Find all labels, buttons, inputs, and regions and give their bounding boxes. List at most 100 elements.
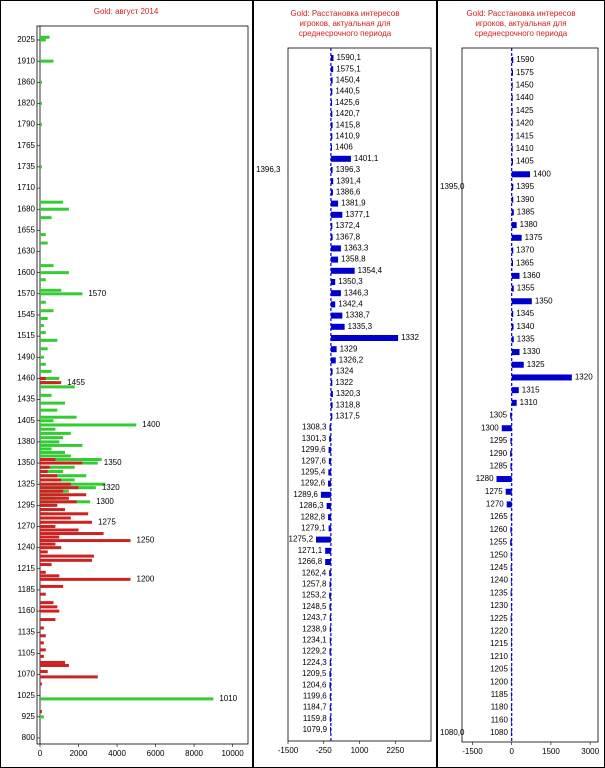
bar <box>330 267 355 274</box>
level-label: 1363,3 <box>344 244 369 253</box>
level-label: 1350,3 <box>338 277 363 286</box>
bar <box>40 288 62 292</box>
bar <box>40 570 46 574</box>
bar <box>510 552 512 559</box>
bar <box>511 272 520 279</box>
level-label: 1425,6 <box>335 98 360 107</box>
level-label: 1275 <box>485 487 503 496</box>
bar <box>40 278 46 282</box>
bar <box>330 346 337 353</box>
bar <box>40 316 48 320</box>
level-label: 1420,7 <box>335 109 360 118</box>
bar <box>40 554 94 558</box>
bar <box>40 489 64 493</box>
bar <box>40 300 46 304</box>
bar <box>330 189 333 196</box>
level-label: 1295 <box>490 436 508 445</box>
level-label: 1245 <box>490 563 508 572</box>
bar <box>40 660 66 664</box>
bar-annotation: 1320 <box>102 483 120 492</box>
bar <box>40 35 50 39</box>
chart-title: игроков, актуальная для <box>299 19 390 28</box>
bar <box>329 424 331 431</box>
level-label: 1270 <box>486 500 504 509</box>
bar <box>511 209 514 216</box>
bar <box>330 402 333 409</box>
bar <box>510 564 512 571</box>
bar <box>330 234 333 241</box>
side-label: 1080,0 <box>440 728 465 737</box>
bar <box>511 298 532 305</box>
y-tick-label: 1820 <box>17 99 35 108</box>
level-label: 1342,4 <box>338 300 363 309</box>
bar <box>511 387 519 394</box>
bar <box>40 458 56 462</box>
level-label: 1220 <box>490 627 508 636</box>
bar <box>511 82 513 89</box>
bar <box>330 391 333 397</box>
bar <box>40 496 69 500</box>
bar <box>40 436 64 440</box>
bar <box>40 634 46 638</box>
bar <box>40 532 104 536</box>
y-tick-label: 1710 <box>17 183 35 192</box>
bar <box>330 122 333 129</box>
bar <box>40 443 83 447</box>
level-label: 1279,1 <box>301 524 326 533</box>
bar <box>40 38 46 42</box>
bar <box>330 279 336 285</box>
bar <box>511 95 513 102</box>
bar <box>40 324 44 328</box>
level-label: 1266,8 <box>298 557 323 566</box>
bar <box>511 183 514 190</box>
level-label: 1450 <box>516 81 534 90</box>
bar <box>330 245 341 252</box>
plot-area <box>36 25 249 745</box>
bar <box>40 369 52 373</box>
bar <box>40 450 66 454</box>
bar <box>40 241 48 245</box>
bar <box>40 440 60 444</box>
bar <box>330 200 339 207</box>
bar <box>510 666 512 673</box>
bar <box>320 491 331 498</box>
bar <box>329 637 331 644</box>
level-label: 1205 <box>490 665 508 674</box>
bar <box>330 111 333 117</box>
level-label: 1290 <box>489 449 507 458</box>
bar <box>40 123 42 127</box>
bar <box>40 347 48 351</box>
bar <box>328 525 331 532</box>
level-label: 1282,8 <box>301 512 326 521</box>
y-tick-label: 1790 <box>17 120 35 129</box>
bar <box>330 223 333 229</box>
bar <box>40 542 56 546</box>
level-label: 1415,8 <box>336 120 361 129</box>
x-tick-label: 2250 <box>386 746 404 755</box>
bar <box>40 563 52 567</box>
y-tick-label: 1515 <box>17 331 35 340</box>
level-label: 1305 <box>489 411 507 420</box>
chart-title: Gold: Расстановка интересов <box>467 9 576 18</box>
level-label: 1235 <box>490 588 508 597</box>
bar <box>40 550 48 554</box>
bar <box>40 381 62 385</box>
bar <box>330 155 351 162</box>
y-tick-label: 1735 <box>17 162 35 171</box>
bar <box>40 654 44 658</box>
bar <box>328 480 331 487</box>
level-label: 1390 <box>516 195 534 204</box>
bar <box>330 167 333 173</box>
bar <box>510 450 512 457</box>
y-tick-label: 800 <box>22 733 36 742</box>
bar <box>40 482 71 486</box>
y-tick-label: 1025 <box>17 691 35 700</box>
level-label: 1395 <box>516 182 534 191</box>
bar <box>40 520 92 524</box>
bar <box>40 516 71 520</box>
x-tick-label: 3000 <box>581 747 599 756</box>
bar <box>40 715 44 719</box>
panel-border <box>0 0 253 768</box>
bar <box>330 133 333 140</box>
level-label: 1324 <box>336 367 354 376</box>
